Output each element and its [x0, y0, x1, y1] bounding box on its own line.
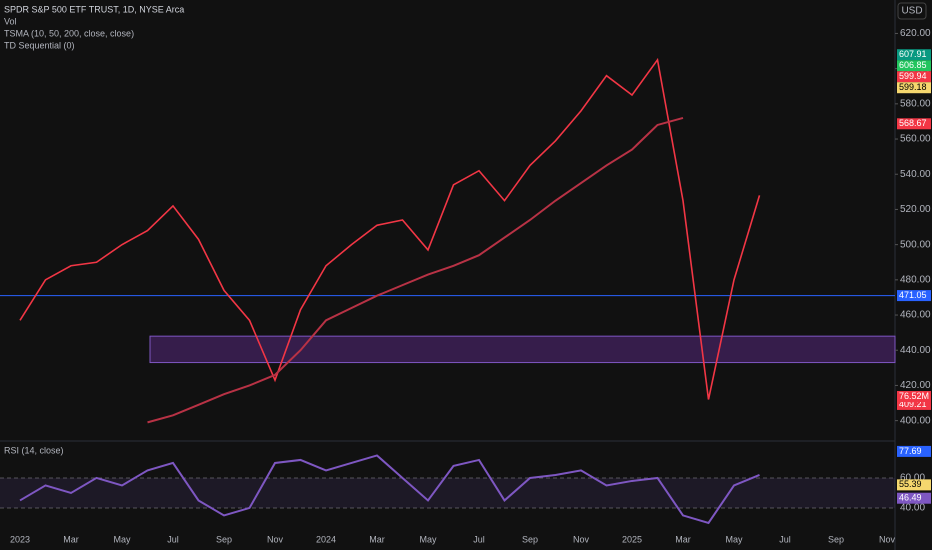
price-badge-label: 606.85 — [899, 60, 927, 70]
chart-title: SPDR S&P 500 ETF TRUST, 1D, NYSE Arca — [4, 4, 184, 14]
x-tick-label: May — [419, 534, 437, 544]
x-tick-label: Mar — [369, 534, 385, 544]
y-tick-label: 540.00 — [900, 169, 931, 180]
y2-tick-label: 60.00 — [900, 473, 925, 484]
price-badge-label: 599.94 — [899, 71, 927, 81]
y2-tick-label: 40.00 — [900, 503, 925, 514]
series-line — [19, 57, 761, 400]
price-badge — [897, 60, 931, 72]
y-tick-label: 580.00 — [900, 98, 931, 109]
x-tick-label: 2025 — [622, 534, 642, 544]
price-badge — [897, 492, 931, 504]
series-line — [19, 454, 760, 525]
price-badge-label: 46.49 — [899, 493, 922, 503]
price-badge-label: 607.91 — [899, 49, 927, 59]
price-badge — [897, 479, 931, 491]
x-tick-label: Mar — [675, 534, 691, 544]
price-badge-label: 409.21 — [899, 399, 927, 409]
x-tick-label: May — [725, 534, 743, 544]
x-tick-label: Jul — [167, 534, 179, 544]
indicator: TSMA (10, 50, 200, close, close) — [4, 28, 134, 38]
price-badge-label: 568.67 — [899, 118, 927, 128]
price-badge — [897, 290, 931, 302]
x-tick-label: Nov — [267, 534, 284, 544]
x-tick-label: Sep — [522, 534, 538, 544]
price-badge — [897, 71, 931, 83]
y-tick-label: 620.00 — [900, 28, 931, 39]
y-tick-label: 560.00 — [900, 134, 931, 145]
x-tick-label: Mar — [63, 534, 79, 544]
x-tick-label: Sep — [828, 534, 844, 544]
price-badge-label: 77.69 — [899, 446, 922, 456]
price-badge — [897, 118, 931, 130]
y-tick-label: 460.00 — [900, 310, 931, 321]
rsi-band — [0, 477, 895, 508]
price-badge — [897, 398, 931, 410]
x-tick-label: May — [113, 534, 131, 544]
x-tick-label: 2023 — [10, 534, 30, 544]
y-tick-label: 500.00 — [900, 239, 931, 250]
y-tick-label: 440.00 — [900, 345, 931, 356]
price-badge-label: 471.05 — [899, 290, 927, 300]
x-tick-label: Sep — [216, 534, 232, 544]
currency[interactable]: USD — [901, 6, 922, 17]
volume-badge — [897, 391, 931, 402]
rsi-title: RSI (14, close) — [4, 445, 64, 455]
price-badge-label: 599.18 — [899, 82, 927, 92]
y-tick-label: 520.00 — [900, 204, 931, 215]
y-tick-label: 480.00 — [900, 274, 931, 285]
price-badge — [897, 82, 931, 94]
price-badge — [897, 445, 931, 457]
x-tick-label: Nov — [879, 534, 896, 544]
y-tick-label: 420.00 — [900, 380, 931, 391]
zone — [149, 335, 896, 364]
price-badge — [897, 49, 931, 61]
indicator: TD Sequential (0) — [4, 40, 75, 50]
x-tick-label: Jul — [779, 534, 791, 544]
x-tick-label: Jul — [473, 534, 485, 544]
x-tick-label: 2024 — [316, 534, 336, 544]
y-tick-label: 400.00 — [900, 415, 931, 426]
x-tick-label: Nov — [573, 534, 590, 544]
currency-box[interactable] — [897, 2, 927, 20]
volume-badge-label: 76.52M — [899, 391, 929, 401]
price-badge-label: 55.39 — [899, 479, 922, 489]
series-line — [147, 116, 684, 424]
indicator: Vol — [4, 16, 17, 26]
